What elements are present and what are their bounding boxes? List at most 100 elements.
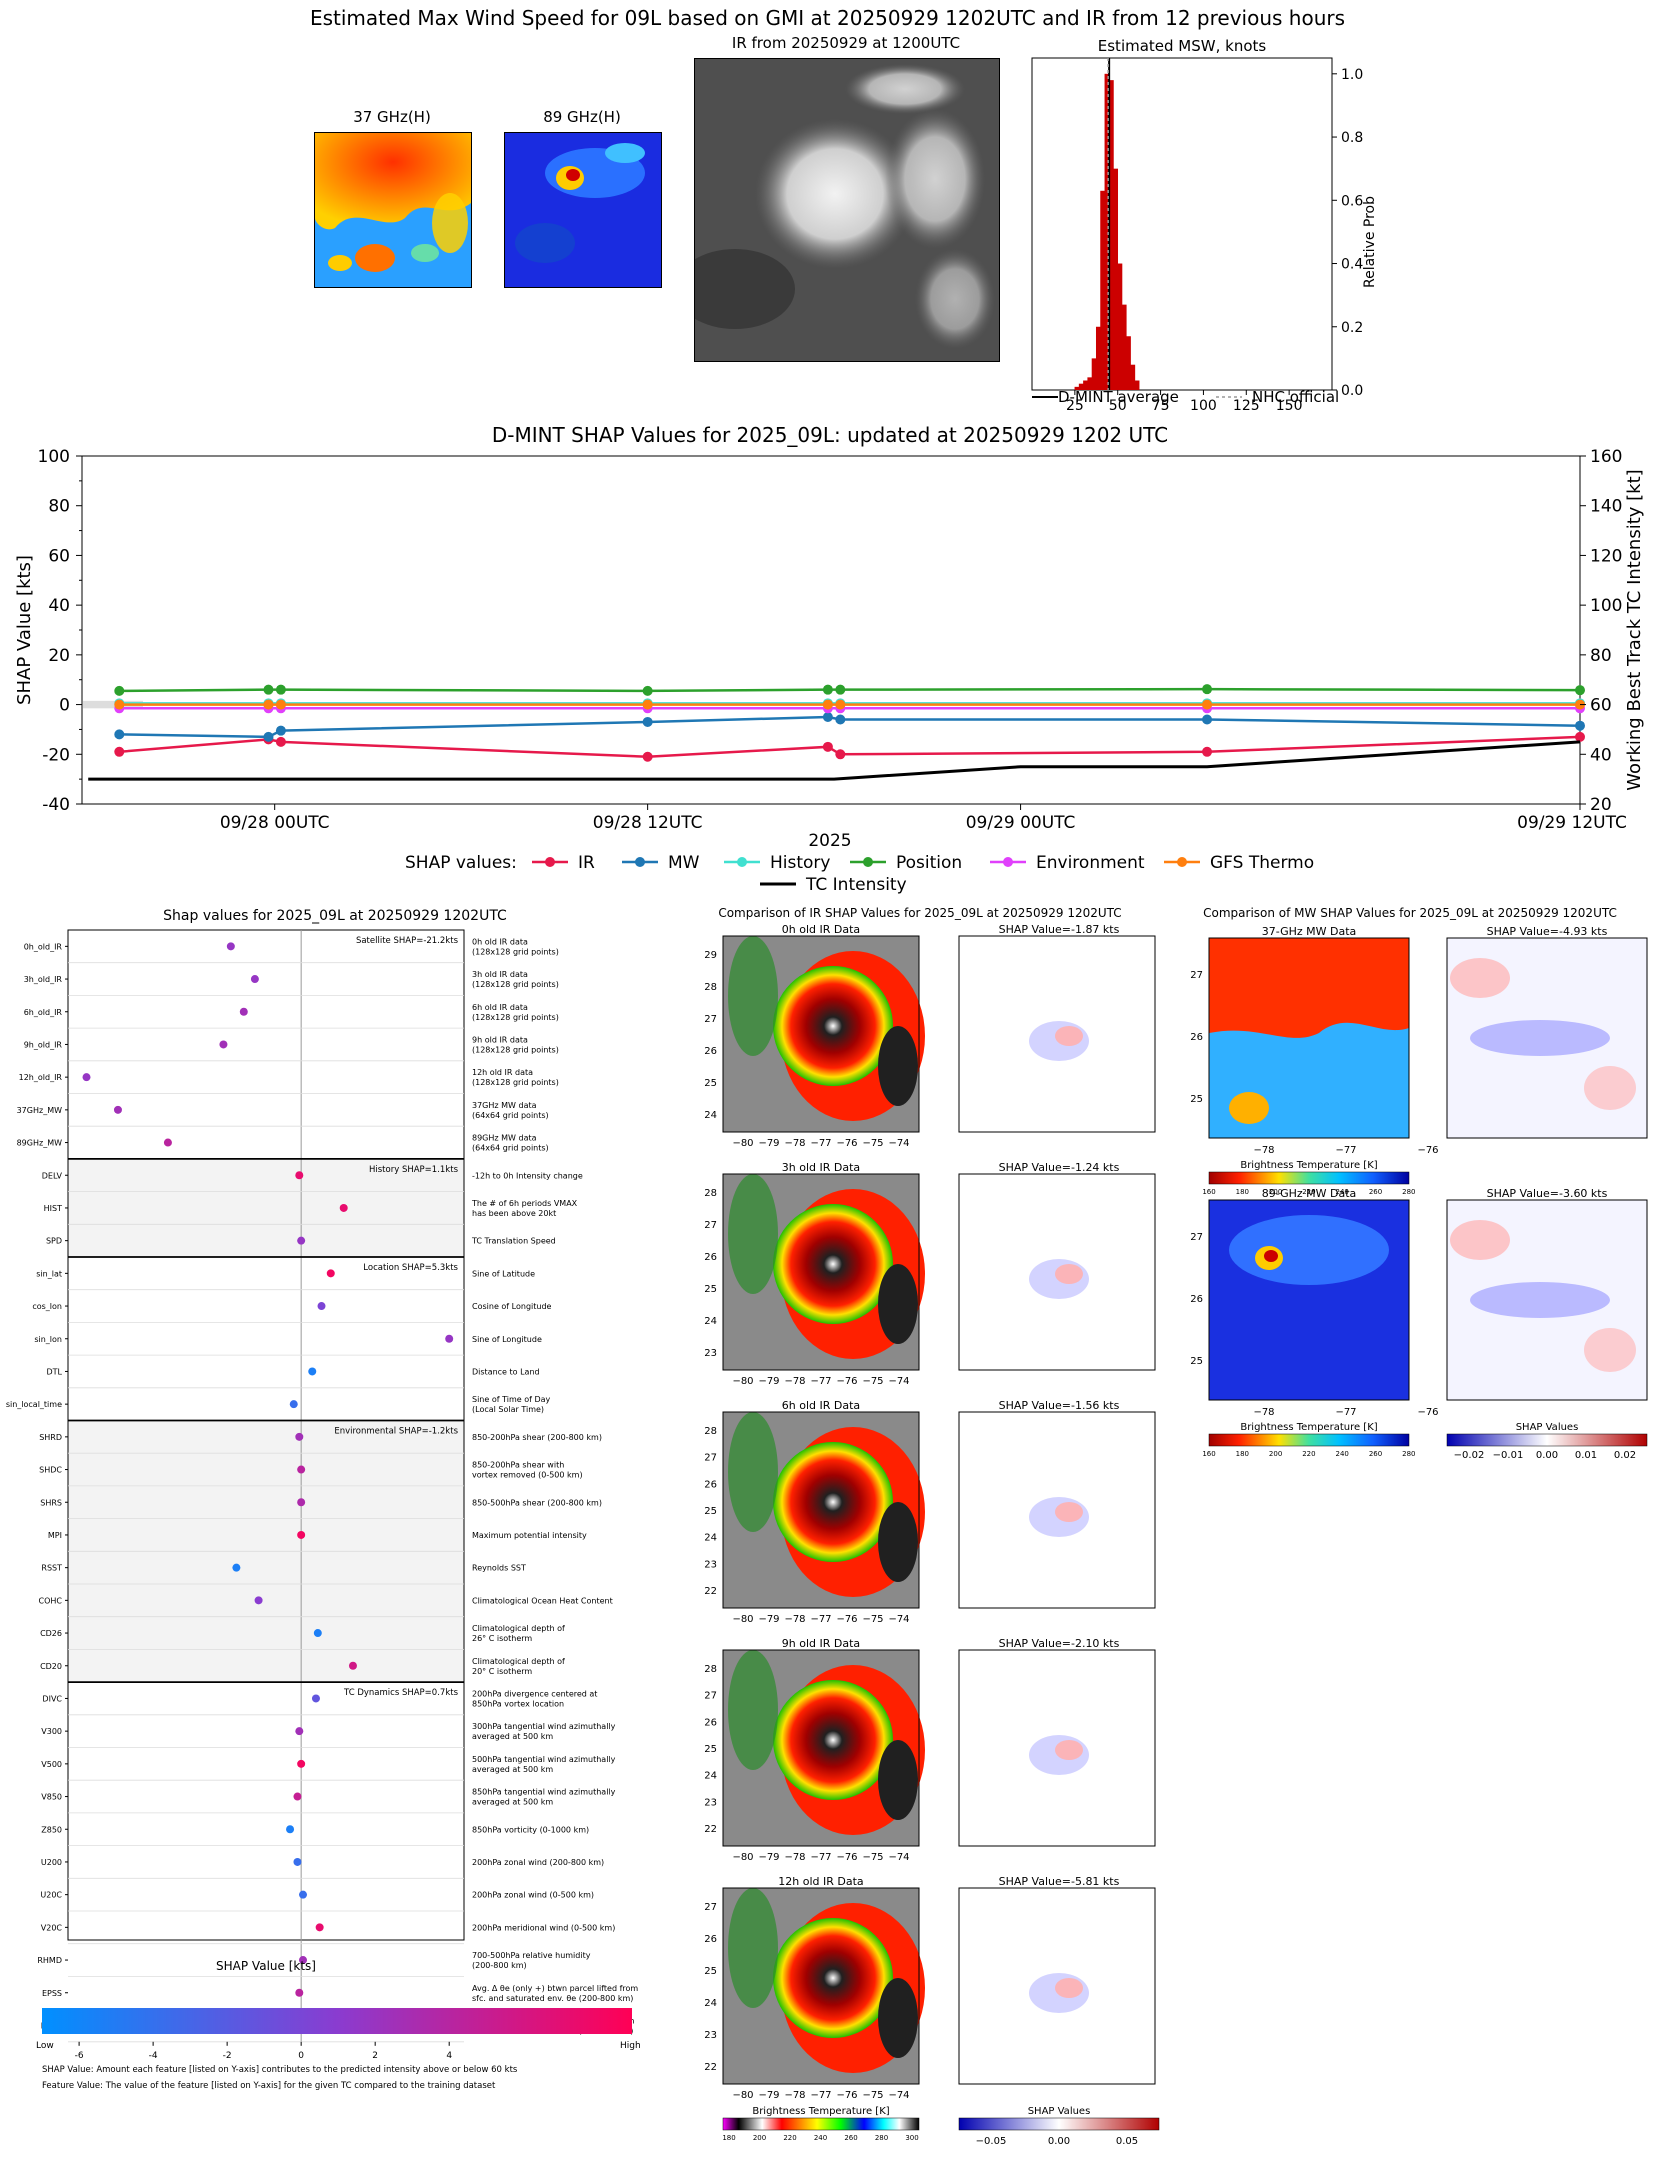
ts-point bbox=[114, 729, 125, 740]
feature-dot bbox=[308, 1367, 317, 1376]
ir-row-ytick: 26 bbox=[704, 1934, 717, 1945]
mw-compare-title: Comparison of MW SHAP Values for 2025_09… bbox=[1203, 906, 1617, 920]
msw-bars bbox=[1074, 73, 1140, 391]
ir-row-ytick: 27 bbox=[704, 1220, 717, 1231]
svg-text:Environment: Environment bbox=[1036, 853, 1145, 873]
mw-row-xtick: −78 bbox=[1253, 1145, 1274, 1156]
ts-ytick-right-label: 40 bbox=[1590, 745, 1612, 765]
mw-row-shap: SHAP Value=-3.60 kts bbox=[1487, 1187, 1608, 1200]
mw-row-ytick: 25 bbox=[1190, 1094, 1203, 1105]
feature-xtick-label: 4 bbox=[446, 2051, 452, 2061]
mw-row-xtick: −76 bbox=[1417, 1145, 1438, 1156]
svg-text:GFS Thermo: GFS Thermo bbox=[1210, 853, 1314, 873]
feature-desc: sfc. and saturated env. θe (200-800 km) bbox=[472, 1994, 633, 2003]
feature-desc: averaged at 500 km bbox=[472, 1732, 553, 1741]
ts-point bbox=[822, 684, 833, 695]
shap-timeseries: D-MINT SHAP Values for 2025_09L: updated… bbox=[14, 423, 1645, 895]
feature-name: DTL bbox=[46, 1367, 62, 1376]
mw-row-shap-blue bbox=[1470, 1282, 1610, 1318]
ir-row-ytick: 22 bbox=[704, 2062, 717, 2073]
ir-row-shap: SHAP Value=-1.87 kts bbox=[999, 923, 1120, 936]
feature-name: RHMD bbox=[37, 1956, 62, 1965]
mw-cb-tick: 240 bbox=[1336, 1188, 1349, 1196]
mw-row-label: 89-GHz MW Data bbox=[1262, 1187, 1357, 1200]
ir-row-shap: SHAP Value=-5.81 kts bbox=[999, 1875, 1120, 1888]
mw-shap-cb-label: SHAP Values bbox=[1516, 1422, 1579, 1433]
ir-row-ytick: 25 bbox=[704, 1078, 717, 1089]
msw-bar bbox=[1087, 377, 1093, 390]
feature-name: 9h_old_IR bbox=[24, 1040, 63, 1049]
ts-legend-environment: Environment bbox=[990, 853, 1145, 873]
ts-legend-mw: MW bbox=[622, 853, 700, 873]
ir-row-xtick: −79 bbox=[758, 1852, 779, 1863]
msw-legend-nhc: NHC official bbox=[1252, 388, 1339, 406]
mw-cb-tick: 240 bbox=[1336, 1450, 1349, 1458]
mw-row-xtick: −76 bbox=[1417, 1407, 1438, 1418]
ir-row-xtick: −75 bbox=[862, 1614, 883, 1625]
ir-row-image-frame bbox=[722, 1887, 920, 2085]
mw-row-image-warm bbox=[1209, 938, 1409, 1038]
mw-cb-tick: 220 bbox=[1302, 1188, 1315, 1196]
ts-point bbox=[835, 714, 846, 725]
mw-row-ytick: 26 bbox=[1190, 1294, 1203, 1305]
feature-dot bbox=[289, 1400, 298, 1409]
mw-row-image-band bbox=[1229, 1215, 1389, 1285]
ts-point bbox=[1575, 731, 1585, 742]
ir-row-xtick: −76 bbox=[836, 1376, 857, 1387]
ir-row-xtick: −75 bbox=[862, 1852, 883, 1863]
ir-cb-tick: 280 bbox=[875, 2134, 888, 2142]
ts-ytick-left-label: -20 bbox=[42, 745, 70, 765]
ts-zero-band-rect bbox=[83, 700, 143, 709]
msw-ytick-label: 0.2 bbox=[1341, 320, 1363, 336]
mw-cb-tick: 180 bbox=[1236, 1188, 1249, 1196]
feature-desc: Reynolds SST bbox=[472, 1564, 526, 1573]
ts-point bbox=[822, 699, 833, 710]
ir-row-image-storm bbox=[773, 1442, 893, 1562]
ir-row-image-frame bbox=[722, 1411, 920, 1609]
ir-cb-tick: 200 bbox=[753, 2134, 766, 2142]
ir-row-xtick: −77 bbox=[810, 1614, 831, 1625]
msw-bar bbox=[1095, 326, 1101, 390]
ts-legend-history: History bbox=[724, 853, 830, 873]
feature-group-shade bbox=[68, 1158, 464, 1257]
ts-ylabel-left: SHAP Value [kts] bbox=[14, 555, 35, 705]
feature-name: 12h_old_IR bbox=[19, 1073, 63, 1082]
ir-row-ytick: 27 bbox=[704, 1453, 717, 1464]
mw-row-label: 37-GHz MW Data bbox=[1262, 925, 1357, 938]
ir-colorbar bbox=[722, 2117, 920, 2131]
ir-row-xtick: −77 bbox=[810, 1376, 831, 1387]
feature-desc: 3h old IR data bbox=[472, 970, 528, 979]
feature-desc: The # of 6h periods VMAX bbox=[471, 1199, 578, 1208]
ts-yticks-right: 20 40 60 80 100 120 140 160 bbox=[1580, 447, 1622, 815]
ts-axes-frame bbox=[81, 455, 1581, 805]
mw-shap-cb-tick: −0.02 bbox=[1454, 1450, 1485, 1461]
ir-row-xtick: −78 bbox=[784, 1376, 805, 1387]
feature-dot bbox=[295, 1988, 304, 1997]
ir-row-image-cold bbox=[878, 1502, 918, 1582]
ts-point bbox=[114, 685, 125, 696]
ir-row-xtick: −78 bbox=[784, 2090, 805, 2101]
ir-row-image-cold bbox=[878, 1740, 918, 1820]
msw-bar bbox=[1100, 190, 1106, 390]
feature-xlabel: SHAP Value [kts] bbox=[216, 1959, 316, 1973]
ir-cb-tick: 260 bbox=[844, 2134, 857, 2142]
ts-point bbox=[263, 731, 274, 742]
feature-value-colorbar bbox=[42, 2008, 632, 2034]
ir-row-xtick: −75 bbox=[862, 1138, 883, 1149]
feature-name: 89GHz_MW bbox=[17, 1139, 62, 1148]
feature-dot bbox=[295, 1432, 304, 1441]
ts-ytick-right-label: 60 bbox=[1590, 696, 1612, 716]
ir-row-image-warm bbox=[728, 1888, 778, 2008]
ir-row-ytick: 24 bbox=[704, 1316, 717, 1327]
ir-row-ytick: 26 bbox=[704, 1046, 717, 1057]
mw-shap-colorbar bbox=[1446, 1433, 1648, 1447]
mw-compare-rows: 37-GHz MW Data SHAP Value=-4.93 kts 27 26 25… bbox=[1190, 925, 1648, 1461]
mw-cb-tick: 260 bbox=[1369, 1188, 1382, 1196]
mw-row-xtick: −77 bbox=[1335, 1145, 1356, 1156]
feature-desc: 850hPa vortex location bbox=[472, 1699, 564, 1708]
feature-cb-high: High bbox=[620, 2041, 641, 2051]
feature-desc: (128x128 grid points) bbox=[472, 1078, 559, 1087]
ir-row-image-storm bbox=[773, 1680, 893, 1800]
mw-row-image-center bbox=[1264, 1250, 1278, 1262]
ts-ytick-right-label: 160 bbox=[1590, 447, 1622, 467]
